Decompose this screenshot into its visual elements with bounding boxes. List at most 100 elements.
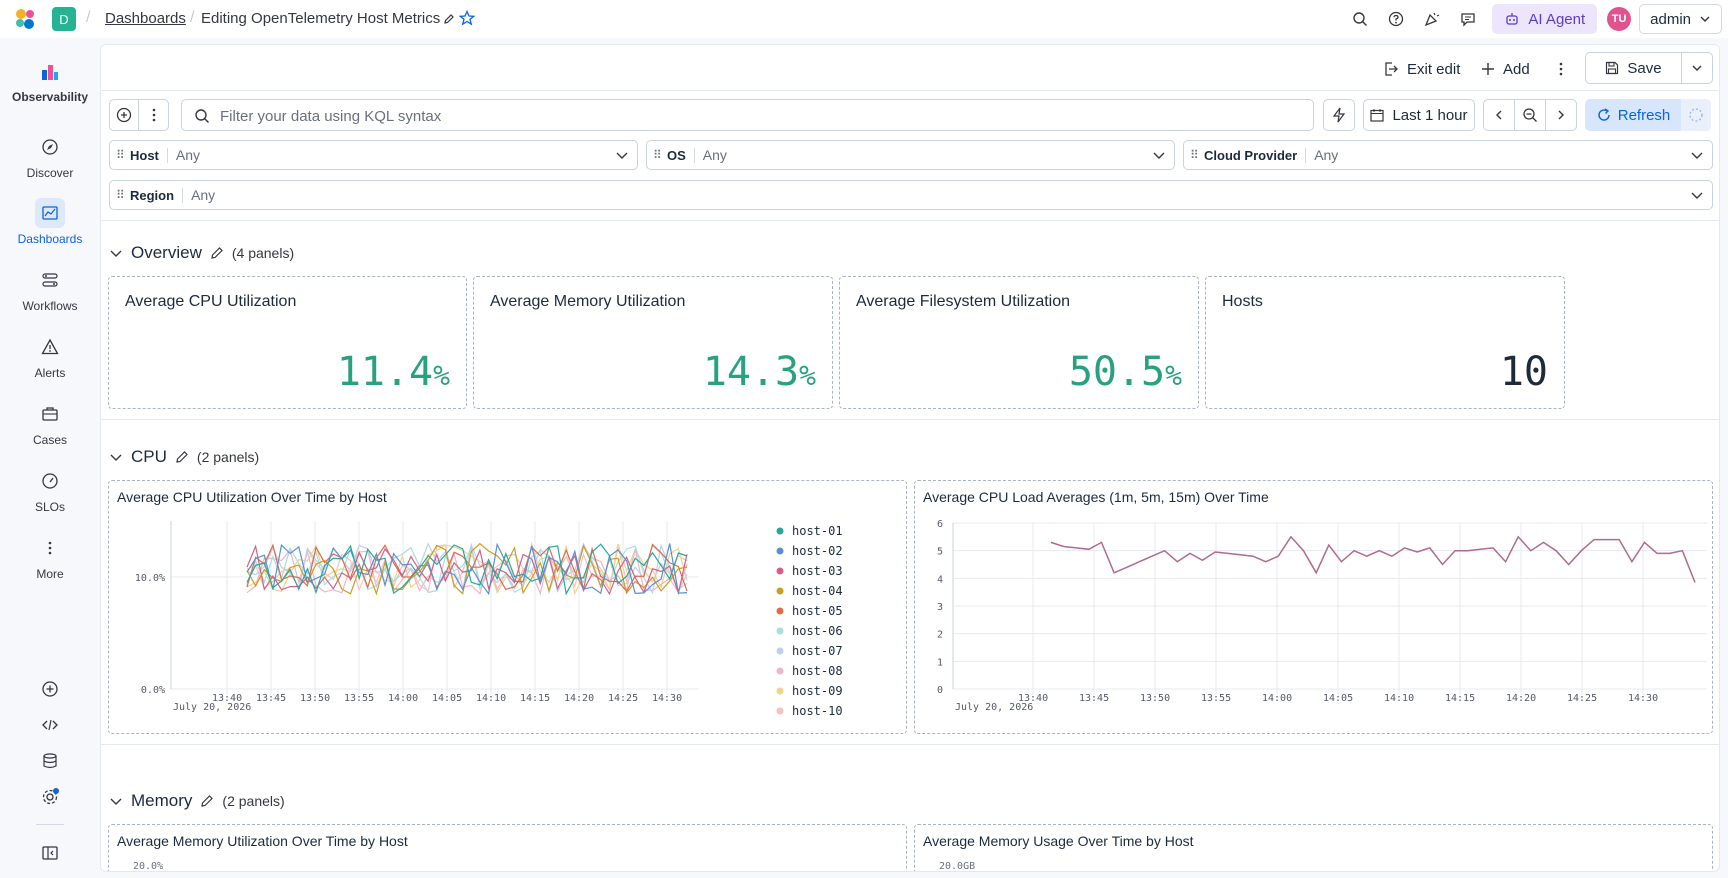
star-icon[interactable] [459, 10, 475, 26]
legend-swatch [776, 607, 784, 615]
nav-cases-label: Cases [32, 433, 67, 447]
x-tick-label: 14:05 [1323, 693, 1353, 704]
cpu-section-header[interactable]: CPU (2 panels) [109, 445, 259, 469]
nav-observability[interactable]: Observability [0, 56, 100, 104]
add-filter-icon[interactable] [110, 99, 140, 131]
mem-usage-panel[interactable]: Average Memory Usage Over Time by Host 2… [914, 824, 1713, 871]
drag-handle-icon[interactable]: ⠿ [1190, 148, 1199, 162]
kql-search-input[interactable] [220, 106, 1300, 126]
legend-label: host-03 [792, 564, 843, 578]
cpu-load-chart[interactable]: 0 1 2 3 4 5 6 13:40 13:45 13:50 13:55 14:00 14:05 14:… [915, 511, 1712, 733]
whats-new-icon[interactable] [1414, 3, 1450, 35]
nav-more[interactable]: More [0, 533, 100, 581]
nav-alerts-label: Alerts [34, 366, 66, 380]
time-navigation-group [1483, 99, 1577, 131]
overview-section-header[interactable]: Overview (4 panels) [109, 241, 294, 265]
drag-handle-icon[interactable]: ⠿ [116, 188, 125, 202]
y-tick-label: 3 [937, 602, 943, 613]
refresh-split-button: Refresh [1585, 99, 1711, 131]
breadcrumb-current: Editing OpenTelemetry Host Metrics [201, 10, 441, 27]
breadcrumb-separator: / [86, 9, 91, 26]
cpu-load-panel[interactable]: Average CPU Load Averages (1m, 5m, 15m) … [914, 480, 1713, 734]
exit-edit-button[interactable]: Exit edit [1383, 55, 1460, 83]
section-title: CPU [131, 447, 167, 466]
space-avatar[interactable]: D [52, 7, 76, 31]
user-menu-button[interactable]: admin [1639, 4, 1722, 34]
chart-title: Average Memory Usage Over Time by Host [923, 833, 1194, 849]
pencil-icon[interactable] [200, 794, 214, 808]
control-label: Host [130, 147, 168, 163]
auto-refresh-icon[interactable] [1681, 99, 1711, 131]
cpu-by-host-panel[interactable]: Average CPU Utilization Over Time by Hos… [108, 480, 907, 734]
code-icon[interactable] [35, 710, 65, 740]
date-picker-button[interactable]: Last 1 hour [1363, 99, 1475, 131]
add-panel-button[interactable]: Add [1481, 55, 1530, 83]
memory-section-header[interactable]: Memory (2 panels) [109, 789, 285, 813]
nav-more-label: More [36, 567, 64, 581]
metric-title: Average Filesystem Utilization [856, 293, 1071, 310]
chevron-down-icon[interactable] [109, 450, 123, 464]
drag-handle-icon[interactable]: ⠿ [116, 148, 125, 162]
feedback-icon[interactable] [1450, 3, 1486, 35]
add-circle-icon[interactable] [35, 674, 65, 704]
chevron-down-icon[interactable] [109, 794, 123, 808]
query-options-icon[interactable] [139, 99, 168, 131]
nav-slos[interactable]: SLOs [0, 466, 100, 514]
nav-workflows[interactable]: Workflows [0, 265, 100, 313]
database-icon[interactable] [35, 746, 65, 776]
series-line-host-02 [246, 542, 688, 596]
collapse-nav-icon[interactable] [35, 838, 65, 868]
chevron-down-icon [1682, 188, 1712, 202]
os-control[interactable]: ⠿ OS Any [646, 140, 1175, 170]
legend-label: host-07 [792, 644, 843, 658]
ai-agent-button[interactable]: AI Agent [1492, 4, 1598, 34]
previous-time-icon[interactable] [1484, 99, 1515, 131]
nav-cases[interactable]: Cases [0, 399, 100, 447]
metric-panel-memory[interactable]: Average Memory Utilization 14.3% [473, 276, 833, 409]
time-range-label: Last 1 hour [1392, 106, 1468, 124]
next-time-icon[interactable] [1546, 99, 1576, 131]
legend-label: host-09 [792, 684, 843, 698]
metric-value: 11.4% [336, 349, 450, 395]
x-tick-label: 13:55 [1201, 693, 1231, 704]
save-options-button[interactable] [1682, 53, 1712, 83]
cpu-by-host-chart[interactable]: 13:40 13:45 13:50 13:55 14:00 14:05 14:10 14:15… [109, 511, 906, 733]
section-title: Overview [131, 243, 202, 262]
nav-alerts[interactable]: Alerts [0, 332, 100, 380]
y-tick-label: 5 [937, 547, 943, 558]
metric-panel-cpu[interactable]: Average CPU Utilization 11.4% [108, 276, 467, 409]
pencil-icon[interactable] [210, 246, 224, 260]
more-vertical-icon [35, 533, 65, 563]
drag-handle-icon[interactable]: ⠿ [653, 148, 662, 162]
cloud-provider-control[interactable]: ⠿ Cloud Provider Any [1183, 140, 1713, 170]
calendar-icon [1370, 109, 1385, 122]
nav-observability-label: Observability [11, 90, 89, 104]
refresh-button[interactable]: Refresh [1585, 99, 1681, 131]
nav-dashboards[interactable]: Dashboards [0, 198, 100, 246]
host-control[interactable]: ⠿ Host Any [109, 140, 638, 170]
user-avatar[interactable]: TU [1607, 7, 1632, 31]
quick-query-icon[interactable] [1323, 99, 1355, 131]
zoom-out-icon[interactable] [1515, 99, 1546, 131]
mem-by-host-panel[interactable]: Average Memory Utilization Over Time by … [108, 824, 907, 871]
metric-panel-hosts[interactable]: Hosts 10 [1205, 276, 1565, 409]
legend-swatch [776, 567, 784, 575]
elastic-logo-icon[interactable] [12, 6, 38, 32]
more-actions-icon[interactable] [1553, 55, 1569, 83]
save-button[interactable]: Save [1586, 53, 1682, 83]
nav-discover[interactable]: Discover [0, 132, 100, 180]
kql-search-field[interactable] [181, 99, 1314, 131]
region-control[interactable]: ⠿ Region Any [109, 180, 1713, 210]
left-navigation: Observability Discover Dashboards Workfl… [0, 38, 100, 878]
control-value: Any [702, 147, 727, 163]
search-icon[interactable] [1342, 3, 1378, 35]
breadcrumb-dashboards-link[interactable]: Dashboards [105, 10, 186, 27]
section-panel-count: (2 panels) [222, 793, 285, 809]
metric-panel-filesystem[interactable]: Average Filesystem Utilization 50.5% [839, 276, 1199, 409]
settings-gear-icon[interactable] [35, 782, 65, 812]
pencil-icon[interactable] [443, 13, 455, 25]
chevron-down-icon[interactable] [109, 246, 123, 260]
pencil-icon[interactable] [175, 450, 189, 464]
legend-label: host-08 [792, 664, 843, 678]
help-icon[interactable] [1378, 3, 1414, 35]
